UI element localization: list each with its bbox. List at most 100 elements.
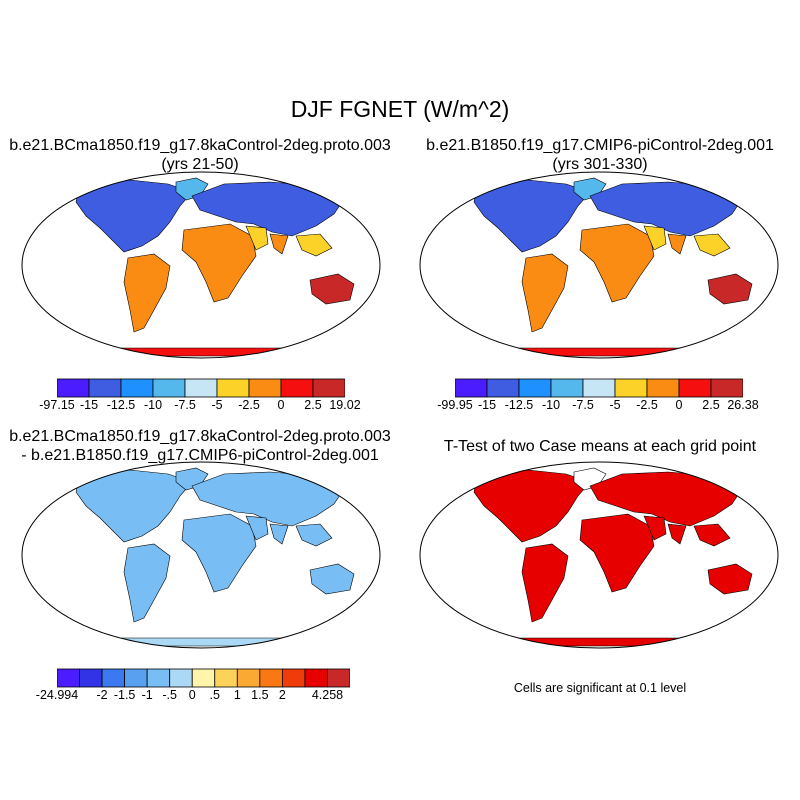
land-australia [309,273,355,305]
land-southAmerica [521,253,569,333]
land-antarctica [427,637,771,647]
colorbar-tick-label: -10 [143,398,163,412]
colorbar-2 [455,378,743,398]
colorbar-box [281,668,306,688]
colorbar-tick-label: .5 [209,688,220,702]
colorbar-tick-label: 0 [188,688,196,702]
land-australia [707,273,753,305]
land-seAsia [295,523,333,547]
colorbar-box [304,668,328,688]
colorbar-box [518,378,552,398]
panel-4-title-line1: T-Test of two Case means at each grid po… [443,438,757,455]
land-northAmerica [75,469,193,543]
colorbar-box [216,378,250,398]
colorbar-box [710,378,743,398]
land-india [667,233,687,255]
panel-4-title: T-Test of two Case means at each grid po… [400,437,800,456]
land-arabia [643,515,667,541]
colorbar-box [678,378,712,398]
land-northAmerica [75,179,193,253]
land-northAmerica [473,469,591,543]
land-arabia [245,225,269,251]
colorbar-tick-label: -7.5 [572,398,594,412]
land-northAmerica [473,179,591,253]
land-europeAsia [191,181,347,237]
panel-1-title: b.e21.BCma1850.f19_g17.8kaControl-2deg.p… [0,136,400,174]
colorbar-box [146,668,171,688]
colorbar-tick-label: -12.5 [504,398,534,412]
colorbar-tick-label: 4.258 [311,688,344,702]
land-europeAsia [191,471,347,527]
colorbar-box [169,668,193,688]
colorbar-box [248,378,282,398]
panel-3-title-line1: b.e21.BCma1850.f19_g17.8kaControl-2deg.p… [9,428,391,445]
colorbar-tick-label: -12.5 [106,398,136,412]
panel-2-title-line2: (yrs 301-330) [552,156,648,173]
land-europeAsia [589,471,745,527]
colorbar-tick-label: -97.15 [39,398,75,412]
land-antarctica [29,637,373,647]
colorbar-tick-label: -1 [141,688,153,702]
land-southAmerica [123,253,171,333]
colorbar-box [214,668,238,688]
land-europeAsia [589,181,745,237]
colorbar-tick-label: 2.5 [702,398,720,412]
colorbar-box [184,378,218,398]
panel-2-title: b.e21.B1850.f19_g17.CMIP6-piControl-2deg… [400,136,800,174]
colorbar-box [57,668,80,688]
colorbar-1 [57,378,345,398]
land-southAmerica [123,543,171,623]
colorbar-tick-label: 2.5 [304,398,322,412]
colorbar-tick-label: -2.5 [238,398,260,412]
colorbar-tick-label: 1.5 [251,688,269,702]
colorbar-box [312,378,345,398]
colorbar-box [280,378,314,398]
colorbar-box [646,378,680,398]
significance-note: Cells are significant at 0.1 level [513,681,687,695]
colorbar-box [124,668,148,688]
colorbar-box [57,378,90,398]
map-panel-3 [21,461,381,649]
colorbar-box [550,378,584,398]
land-india [269,233,289,255]
colorbar-box [101,668,126,688]
colorbar-3 [57,668,350,688]
land-antarctica [427,347,771,357]
colorbar-tick-label: -15 [477,398,497,412]
colorbar-tick-label: -5 [211,398,223,412]
colorbar-tick-label: -1.5 [113,688,136,702]
map-panel-2 [419,171,779,359]
colorbar-box [236,668,261,688]
colorbar-box [88,378,122,398]
panel-2-title-line1: b.e21.B1850.f19_g17.CMIP6-piControl-2deg… [426,137,774,154]
colorbar-tick-label: -7.5 [174,398,196,412]
colorbar-tick-label: 1 [233,688,241,702]
land-arabia [643,225,667,251]
panel-3-title-line2: - b.e21.B1850.f19_g17.CMIP6-piControl-2d… [21,447,379,464]
colorbar-tick-label: 19.02 [329,398,361,412]
land-australia [707,563,753,595]
colorbar-tick-label: 26.38 [727,398,759,412]
colorbar-box [79,668,103,688]
land-antarctica [29,347,373,357]
colorbar-tick-label: -5 [609,398,621,412]
colorbar-box [486,378,520,398]
land-southAmerica [521,543,569,623]
panel-1-title-line2: (yrs 21-50) [161,156,239,173]
map-panel-4 [419,461,779,649]
colorbar-tick-label: -99.95 [437,398,473,412]
land-africa [579,223,655,303]
land-arabia [245,515,269,541]
colorbar-box [259,668,283,688]
colorbar-box [120,378,154,398]
colorbar-tick-label: -24.994 [35,688,79,702]
land-africa [579,513,655,593]
land-australia [309,563,355,595]
land-africa [181,223,257,303]
colorbar-tick-label: -2 [96,688,108,702]
figure-title: DJF FGNET (W/m^2) [290,96,510,122]
land-india [269,523,289,545]
colorbar-tick-label: 2 [278,688,286,702]
panel-1-title-line1: b.e21.BCma1850.f19_g17.8kaControl-2deg.p… [9,137,391,154]
map-panel-1 [21,171,381,359]
